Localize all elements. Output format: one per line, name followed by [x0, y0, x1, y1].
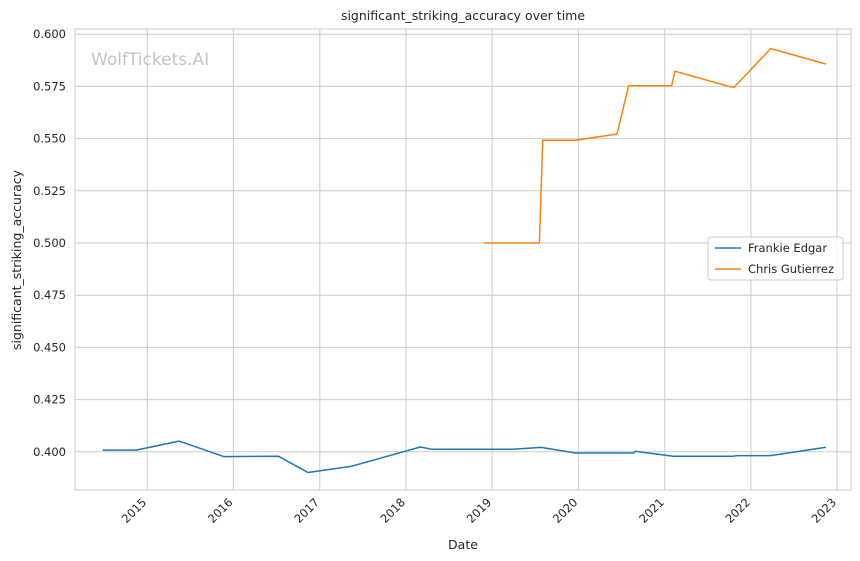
series-line-frankie-edgar	[102, 440, 827, 474]
x-axis-title: Date	[448, 537, 478, 552]
plot-frame	[74, 28, 852, 491]
y-tick-label: 0.575	[33, 79, 66, 93]
grid	[75, 29, 851, 490]
chart-title: significant_striking_accuracy over time	[341, 8, 585, 23]
y-tick-label: 0.600	[33, 27, 66, 41]
legend: Frankie Edgar Chris Gutierrez	[707, 236, 844, 281]
y-tick-label: 0.400	[33, 445, 66, 459]
y-tick-label: 0.525	[33, 184, 66, 198]
series-line-chris-gutierrez	[484, 47, 827, 244]
legend-box	[707, 236, 844, 281]
legend-label: Frankie Edgar	[748, 241, 827, 255]
watermark: WolfTickets.AI	[91, 50, 209, 70]
series-layer	[102, 47, 827, 474]
y-tick-label: 0.550	[33, 132, 66, 146]
y-tick-labels: 0.400 0.425 0.450 0.475 0.500 0.525 0.550 0.575…	[33, 27, 66, 459]
y-tick-label: 0.500	[33, 236, 66, 250]
y-tick-label: 0.425	[33, 393, 66, 407]
y-axis-title: significant_striking_accuracy	[9, 169, 24, 350]
y-tick-label: 0.450	[33, 340, 66, 354]
legend-label: Chris Gutierrez	[748, 262, 834, 276]
y-tick-label: 0.475	[33, 288, 66, 302]
